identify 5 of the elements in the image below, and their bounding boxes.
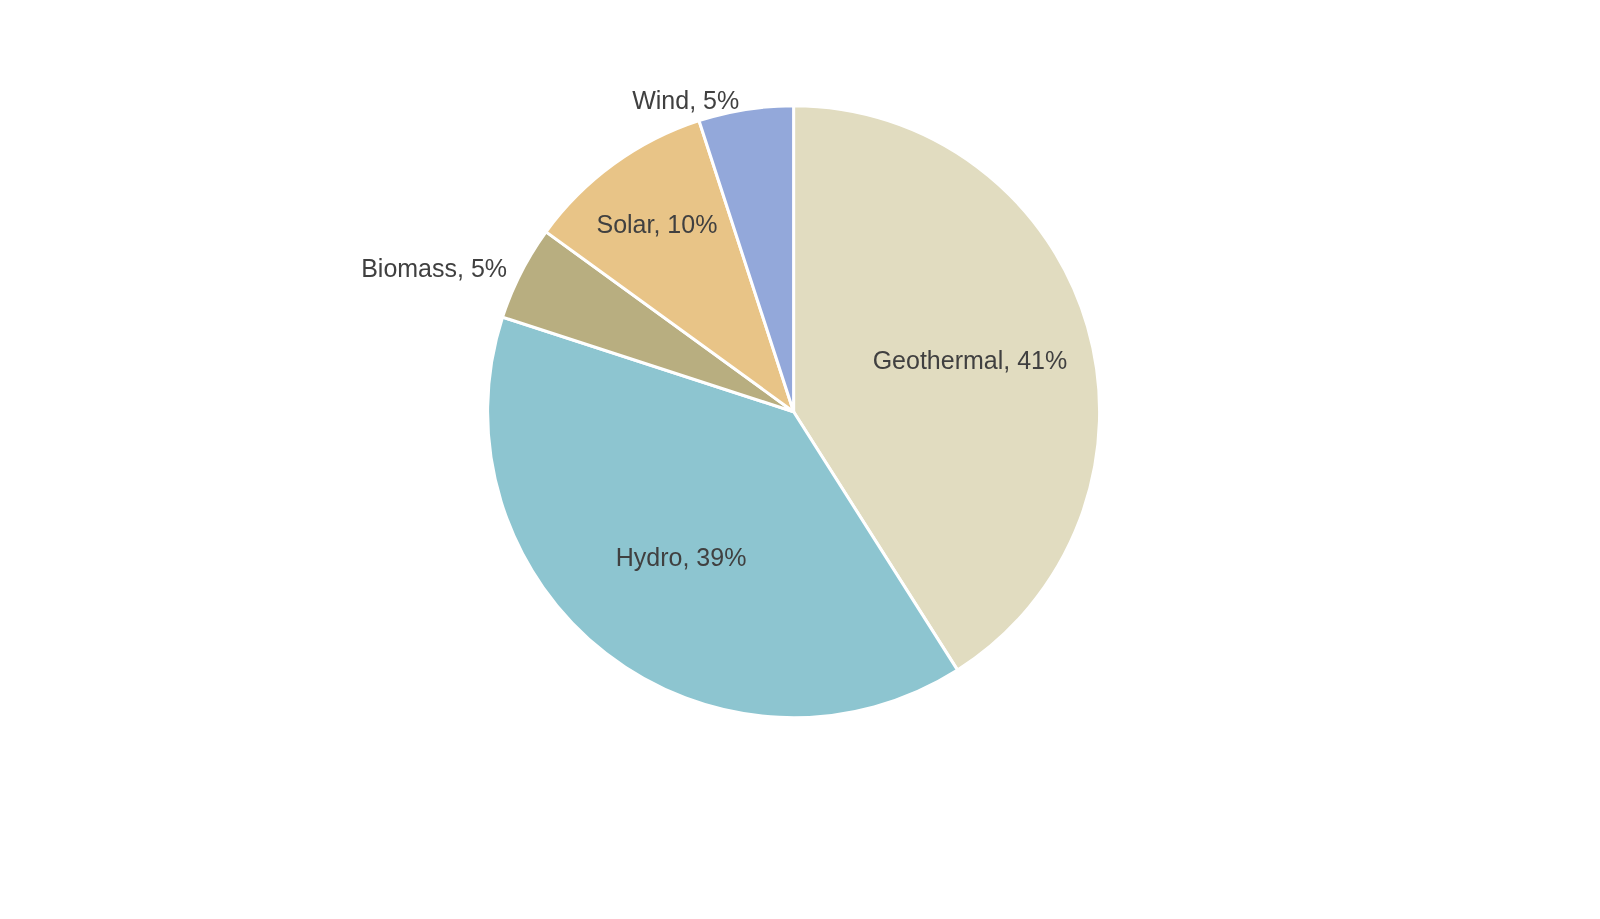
slice-label: Wind, 5%	[632, 85, 740, 114]
slice-label: Biomass, 5%	[361, 254, 508, 283]
slice-label: Hydro, 39%	[615, 542, 747, 571]
slice-label: Solar, 10%	[596, 209, 718, 238]
slice-label: Geothermal, 41%	[872, 346, 1068, 375]
